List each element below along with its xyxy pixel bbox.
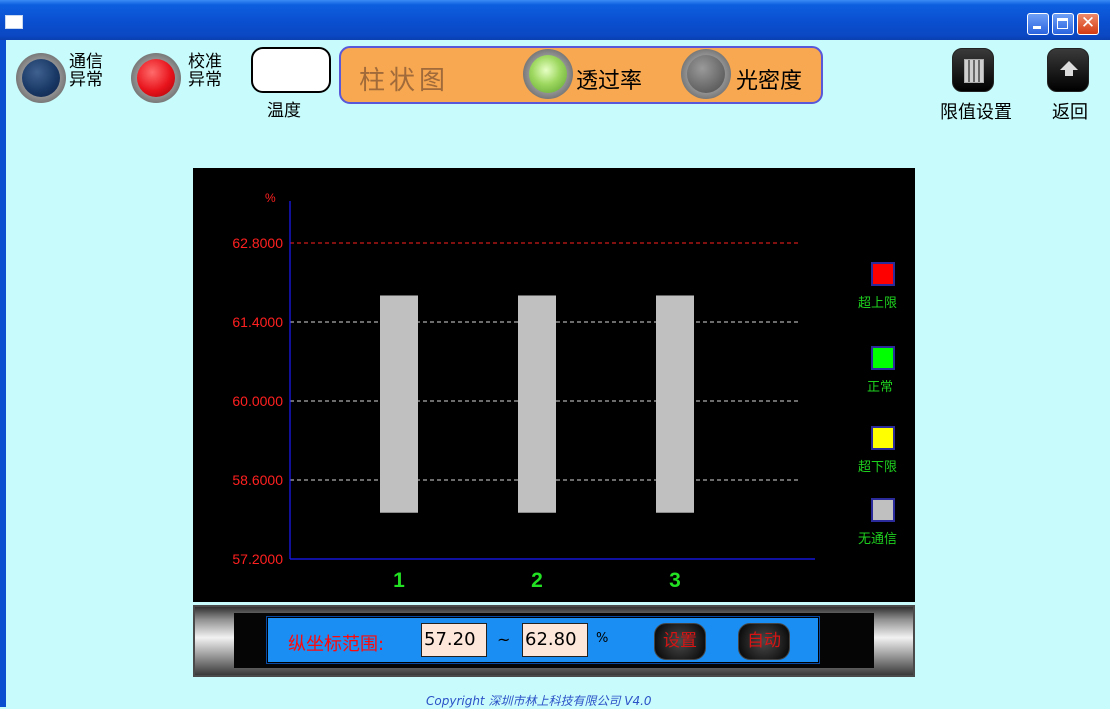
legend-label: 无通信 [858,532,898,547]
x-tick-label: 1 [393,569,405,592]
calib-error-label-line1: 校准 [188,52,222,72]
calib-error-lamp-icon [137,59,175,97]
legend-label: 超上限 [858,296,898,311]
bar [380,295,418,513]
maximize-button[interactable] [1052,13,1074,35]
x-tick-label: 3 [669,569,681,592]
legend-swatch [871,498,895,522]
temperature-display [251,47,331,93]
copyright-text: Copyright 深圳市林上科技有限公司 V4.0 [426,694,652,708]
calib-error-indicator [131,53,181,103]
up-arrow-icon [1060,61,1078,70]
comm-error-indicator [16,53,66,103]
y-tick-label: 58.6000 [232,472,283,488]
radio-selected-icon [529,55,567,93]
legend-label: 正常 [867,380,894,395]
y-tick-label: 57.2000 [232,551,283,567]
temperature-label: 温度 [267,101,301,121]
calib-error-label-line2: 异常 [188,70,222,90]
legend-swatch [871,262,895,286]
comm-error-label: 通信 异常 [69,53,113,89]
mode-transmittance-radio[interactable] [523,49,573,99]
auto-range-button[interactable]: 自动 [738,623,790,660]
comm-error-lamp-icon [22,59,60,97]
y-tick-label: 60.0000 [232,393,283,409]
legend-label: 超下限 [858,460,898,475]
title-bar[interactable] [0,0,1110,40]
y-axis-unit-label: % [265,191,276,205]
y-tick-label: 61.4000 [232,314,283,330]
legend-swatch [871,346,895,370]
range-unit: % [596,631,609,646]
window-icon[interactable] [5,15,23,29]
calculator-icon [964,59,984,83]
mode-optical-density-label[interactable]: 光密度 [736,69,803,94]
close-button[interactable]: ✕ [1077,13,1099,35]
bar [656,295,694,513]
minimize-button[interactable] [1027,13,1049,35]
up-arrow-stem [1065,70,1073,76]
minimize-icon [1033,26,1041,29]
close-icon: ✕ [1080,13,1096,33]
y-max-input[interactable]: 62.80 [522,623,588,657]
bar [518,295,556,513]
y-min-input[interactable]: 57.20 [421,623,487,657]
chart-mode-panel [339,46,823,104]
set-range-button[interactable]: 设置 [654,623,706,660]
limit-settings-button[interactable] [952,48,994,92]
back-label[interactable]: 返回 [1052,102,1088,123]
bar-chart-svg: 57.2000 58.6000 60.0000 61.4000 62.8000% 1 2 3 [232,191,815,592]
comm-error-label-line1: 通信 [69,52,103,72]
calib-error-label: 校准 异常 [188,53,232,89]
mode-optical-density-radio[interactable] [681,49,731,99]
limit-settings-label[interactable]: 限值设置 [940,102,1012,123]
x-tick-label: 2 [531,569,543,592]
mode-transmittance-label[interactable]: 透过率 [576,69,643,94]
back-button[interactable] [1047,48,1089,92]
y-range-label: 纵坐标范围: [288,634,385,655]
bar-chart: 57.2000 58.6000 60.0000 61.4000 62.8000% 1 2 3 [193,168,915,602]
y-tick-label: 62.8000 [232,235,283,251]
chart-mode-title: 柱状图 [359,66,450,96]
radio-unselected-icon [687,55,725,93]
legend-swatch [871,426,895,450]
maximize-icon [1057,18,1068,29]
comm-error-label-line2: 异常 [69,70,103,90]
window-left-border [0,40,6,707]
range-separator: ~ [497,630,511,649]
